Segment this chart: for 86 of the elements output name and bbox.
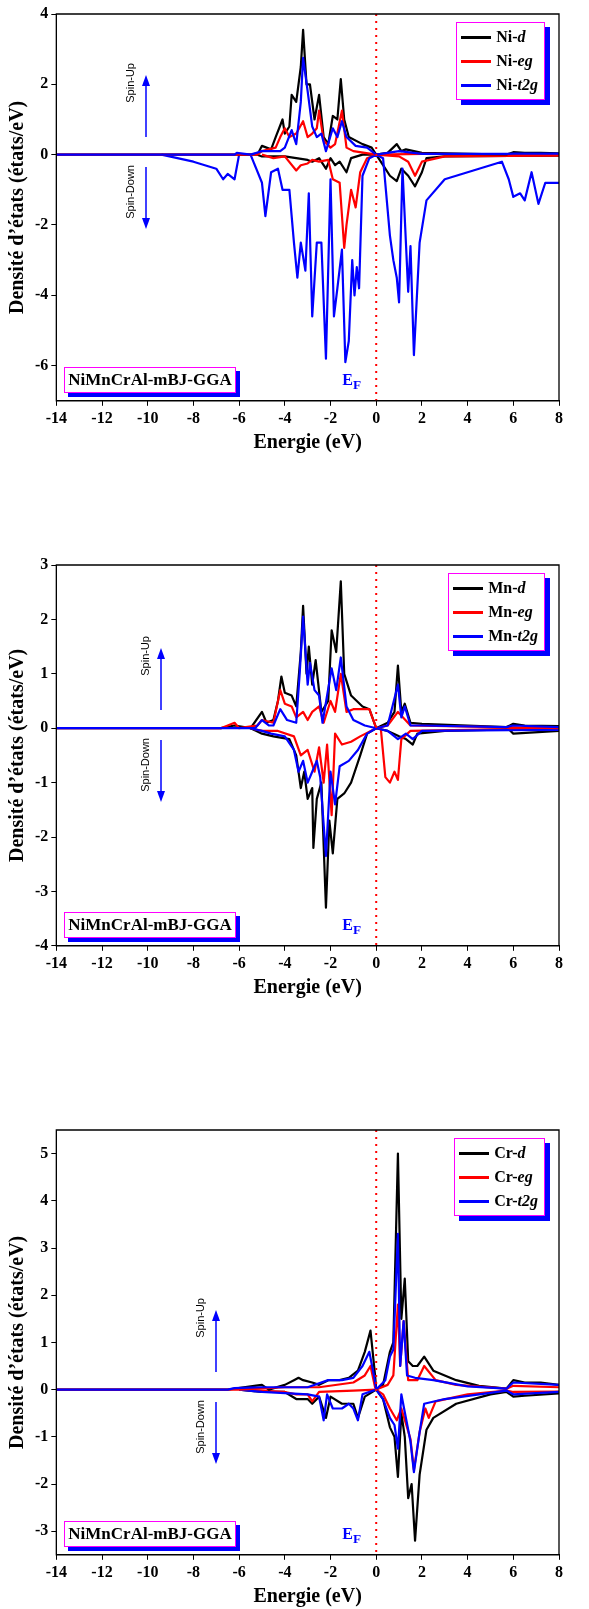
x-tick-label: 6 <box>509 408 518 426</box>
y-tick-label: 0 <box>40 1379 49 1397</box>
legend-label: Ni-d <box>496 27 526 47</box>
x-tick-label: 8 <box>555 953 563 971</box>
x-tick-label: -6 <box>232 408 246 426</box>
annotation: NiMnCrAl-mBJ-GGA <box>64 1520 236 1547</box>
legend-label: Cr-eg <box>494 1167 533 1188</box>
x-tick-label: 8 <box>555 1562 563 1580</box>
y-tick-label: -2 <box>35 215 49 233</box>
legend-label: Ni-eg <box>496 51 533 72</box>
x-tick-label: -12 <box>91 953 113 971</box>
y-axis-title: Densité d’états (états/eV) <box>5 100 29 315</box>
y-tick-label: 2 <box>40 1285 49 1303</box>
x-tick-label: 0 <box>372 953 381 971</box>
ref-line-label: E$_{F}$ <box>342 915 362 938</box>
y-tick-label: 0 <box>40 144 49 162</box>
x-axis-title: Energie (eV) <box>253 975 362 999</box>
x-tick-label: 0 <box>372 408 381 426</box>
annotation: NiMnCrAl-mBJ-GGA <box>64 366 236 393</box>
x-tick-label: -10 <box>137 953 159 971</box>
x-tick-label: -12 <box>91 408 113 426</box>
x-tick-label: -2 <box>323 408 338 426</box>
annotation: Spin-Down <box>194 1399 207 1454</box>
x-tick-label: -4 <box>278 408 292 426</box>
ref-line-label: E$_{F}$ <box>342 1524 362 1547</box>
x-tick-label: 4 <box>463 953 472 971</box>
x-tick-label: -4 <box>278 1562 292 1580</box>
x-tick-label: -8 <box>186 1562 201 1580</box>
x-tick-label: 6 <box>509 1562 518 1580</box>
x-tick-label: 6 <box>509 953 518 971</box>
annotation: Spin-Down <box>138 738 151 792</box>
x-axis-title: Energie (eV) <box>253 430 362 454</box>
y-axis-title: Densité d’états (états/eV) <box>5 648 29 863</box>
legend-label: Ni-t2g <box>496 75 538 96</box>
annotation: Spin-Up <box>194 1297 207 1338</box>
y-tick-label: -4 <box>35 285 49 303</box>
legend-label: Cr-t2g <box>494 1191 538 1212</box>
x-tick-label: 4 <box>463 408 472 426</box>
x-axis-title: Energie (eV) <box>253 1584 362 1608</box>
x-tick-label: 4 <box>463 1562 472 1580</box>
x-tick-label: -14 <box>45 953 67 971</box>
y-tick-label: -4 <box>35 935 49 953</box>
legend-label: Mn-d <box>488 578 526 598</box>
x-tick-label: -12 <box>91 1562 113 1580</box>
y-tick-label: 0 <box>40 718 49 736</box>
y-tick-label: 4 <box>40 1190 49 1208</box>
y-tick-label: -1 <box>35 1426 49 1444</box>
annotation: NiMnCrAl-mBJ-GGA <box>64 911 236 938</box>
annotation: Spin-Up <box>138 636 151 676</box>
y-tick-label: -2 <box>35 1474 49 1492</box>
y-tick-label: 4 <box>40 4 49 22</box>
x-tick-label: -6 <box>232 1562 246 1580</box>
y-tick-label: 1 <box>40 663 49 681</box>
legend-label: Mn-t2g <box>488 626 538 647</box>
x-tick-label: -10 <box>137 1562 159 1580</box>
x-tick-label: 0 <box>372 1562 381 1580</box>
x-tick-label: -6 <box>232 953 246 971</box>
x-tick-label: -2 <box>323 953 338 971</box>
x-tick-label: -8 <box>186 953 201 971</box>
y-tick-label: 2 <box>40 74 49 92</box>
x-tick-label: -10 <box>137 408 159 426</box>
y-tick-label: -1 <box>35 772 49 790</box>
x-tick-label: 2 <box>417 408 426 426</box>
x-tick-label: -14 <box>45 408 67 426</box>
y-tick-label: -2 <box>35 827 49 845</box>
x-tick-label: -8 <box>186 408 201 426</box>
y-tick-label: 5 <box>40 1143 49 1161</box>
legend-label: Mn-eg <box>488 602 533 623</box>
x-tick-label: -2 <box>323 1562 338 1580</box>
x-tick-label: 8 <box>555 408 563 426</box>
y-tick-label: 3 <box>40 555 49 573</box>
annotation: Spin-Up <box>123 62 136 103</box>
x-tick-label: 2 <box>417 1562 426 1580</box>
ref-line-label: E$_{F}$ <box>342 370 362 393</box>
y-axis-title: Densité d’états (états/eV) <box>5 1235 29 1450</box>
y-tick-label: -3 <box>35 881 49 899</box>
y-tick-label: -3 <box>35 1521 49 1539</box>
y-tick-label: -6 <box>35 355 49 373</box>
legend-label: Cr-d <box>494 1143 526 1163</box>
annotation: Spin-Down <box>123 164 136 219</box>
x-tick-label: 2 <box>417 953 426 971</box>
y-tick-label: 3 <box>40 1238 49 1256</box>
y-tick-label: 2 <box>40 609 49 627</box>
y-tick-label: 1 <box>40 1332 49 1350</box>
x-tick-label: -14 <box>45 1562 67 1580</box>
x-tick-label: -4 <box>278 953 292 971</box>
